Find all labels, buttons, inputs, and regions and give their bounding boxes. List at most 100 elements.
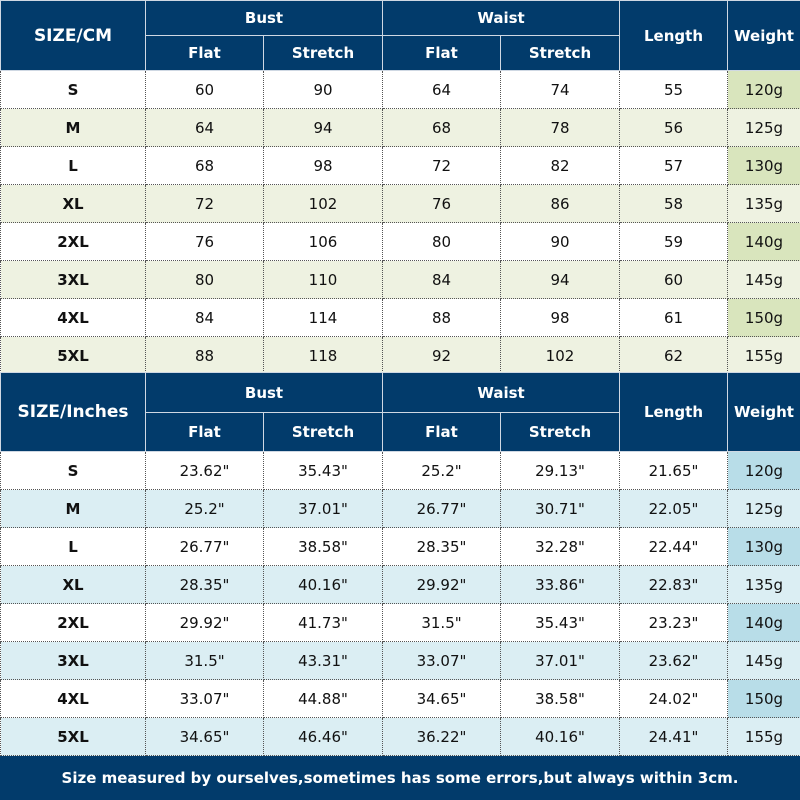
length-cell: 62 — [619, 336, 728, 375]
length-header: Length — [619, 0, 728, 71]
bust-stretch-cell: 114 — [263, 298, 383, 337]
waist-flat-cell: 28.35" — [382, 527, 501, 566]
table-row: 3XL 31.5" 43.31" 33.07" 37.01" 23.62" 145g — [0, 641, 800, 680]
waist-stretch-cell: 33.86" — [500, 565, 620, 604]
size-cell: L — [0, 527, 146, 566]
bust-flat-cell: 72 — [145, 184, 264, 223]
size-cell: L — [0, 146, 146, 185]
length-cell: 58 — [619, 184, 728, 223]
length-cell: 56 — [619, 108, 728, 147]
length-cell: 22.05" — [619, 489, 728, 528]
waist-flat-cell: 26.77" — [382, 489, 501, 528]
table-row: 2XL 29.92" 41.73" 31.5" 35.43" 23.23" 140g — [0, 603, 800, 642]
bust-stretch-cell: 118 — [263, 336, 383, 375]
weight-header: Weight — [727, 372, 800, 452]
size-cell: 3XL — [0, 260, 146, 299]
weight-cell: 145g — [727, 641, 800, 680]
waist-flat-header: Flat — [382, 35, 501, 71]
waist-stretch-cell: 102 — [500, 336, 620, 375]
waist-flat-cell: 68 — [382, 108, 501, 147]
bust-flat-cell: 31.5" — [145, 641, 264, 680]
waist-flat-cell: 34.65" — [382, 679, 501, 718]
waist-stretch-cell: 78 — [500, 108, 620, 147]
bust-stretch-cell: 94 — [263, 108, 383, 147]
bust-flat-cell: 28.35" — [145, 565, 264, 604]
waist-stretch-cell: 94 — [500, 260, 620, 299]
bust-flat-cell: 25.2" — [145, 489, 264, 528]
bust-stretch-cell: 41.73" — [263, 603, 383, 642]
bust-flat-cell: 88 — [145, 336, 264, 375]
bust-flat-cell: 84 — [145, 298, 264, 337]
waist-flat-cell: 25.2" — [382, 451, 501, 490]
length-cell: 23.23" — [619, 603, 728, 642]
table-row: L 68 98 72 82 57 130g — [0, 146, 800, 185]
bust-flat-cell: 64 — [145, 108, 264, 147]
waist-header: Waist — [382, 372, 620, 413]
waist-stretch-cell: 90 — [500, 222, 620, 261]
table-row: S 23.62" 35.43" 25.2" 29.13" 21.65" 120g — [0, 451, 800, 490]
weight-cell: 120g — [727, 70, 800, 109]
size-cell: 5XL — [0, 717, 146, 756]
size-cell: XL — [0, 565, 146, 604]
bust-flat-cell: 26.77" — [145, 527, 264, 566]
length-cell: 59 — [619, 222, 728, 261]
waist-stretch-header: Stretch — [500, 412, 620, 452]
size-header: SIZE/CM — [0, 0, 146, 71]
weight-cell: 145g — [727, 260, 800, 299]
bust-stretch-cell: 38.58" — [263, 527, 383, 566]
waist-stretch-cell: 86 — [500, 184, 620, 223]
bust-stretch-cell: 44.88" — [263, 679, 383, 718]
waist-stretch-cell: 40.16" — [500, 717, 620, 756]
bust-stretch-cell: 110 — [263, 260, 383, 299]
table-row: 3XL 80 110 84 94 60 145g — [0, 260, 800, 299]
weight-cell: 150g — [727, 679, 800, 718]
waist-flat-cell: 76 — [382, 184, 501, 223]
waist-stretch-cell: 74 — [500, 70, 620, 109]
length-cell: 61 — [619, 298, 728, 337]
bust-flat-cell: 34.65" — [145, 717, 264, 756]
table-row: XL 72 102 76 86 58 135g — [0, 184, 800, 223]
weight-cell: 130g — [727, 527, 800, 566]
table-row: S 60 90 64 74 55 120g — [0, 70, 800, 109]
bust-stretch-cell: 102 — [263, 184, 383, 223]
waist-flat-cell: 84 — [382, 260, 501, 299]
footer-note: Size measured by ourselves,sometimes has… — [0, 756, 800, 800]
bust-flat-header: Flat — [145, 412, 264, 452]
waist-stretch-cell: 98 — [500, 298, 620, 337]
length-cell: 23.62" — [619, 641, 728, 680]
length-cell: 22.44" — [619, 527, 728, 566]
bust-stretch-cell: 90 — [263, 70, 383, 109]
waist-stretch-cell: 30.71" — [500, 489, 620, 528]
bust-stretch-cell: 37.01" — [263, 489, 383, 528]
weight-cell: 150g — [727, 298, 800, 337]
bust-flat-cell: 60 — [145, 70, 264, 109]
waist-flat-cell: 64 — [382, 70, 501, 109]
bust-flat-cell: 68 — [145, 146, 264, 185]
size-cell: S — [0, 70, 146, 109]
bust-flat-cell: 23.62" — [145, 451, 264, 490]
waist-stretch-cell: 35.43" — [500, 603, 620, 642]
table-row: 4XL 33.07" 44.88" 34.65" 38.58" 24.02" 150g — [0, 679, 800, 718]
size-cell: 4XL — [0, 298, 146, 337]
waist-stretch-cell: 29.13" — [500, 451, 620, 490]
size-cell: 5XL — [0, 336, 146, 375]
size-cell: 2XL — [0, 603, 146, 642]
waist-flat-cell: 88 — [382, 298, 501, 337]
weight-cell: 125g — [727, 489, 800, 528]
size-cell: M — [0, 489, 146, 528]
table-row: 5XL 34.65" 46.46" 36.22" 40.16" 24.41" 155g — [0, 717, 800, 756]
weight-cell: 155g — [727, 336, 800, 375]
bust-header: Bust — [145, 0, 383, 36]
bust-stretch-cell: 35.43" — [263, 451, 383, 490]
length-cell: 24.41" — [619, 717, 728, 756]
table-row: XL 28.35" 40.16" 29.92" 33.86" 22.83" 135g — [0, 565, 800, 604]
bust-flat-header: Flat — [145, 35, 264, 71]
waist-flat-cell: 36.22" — [382, 717, 501, 756]
bust-stretch-cell: 98 — [263, 146, 383, 185]
table-row: 5XL 88 118 92 102 62 155g — [0, 336, 800, 375]
weight-cell: 130g — [727, 146, 800, 185]
length-cell: 22.83" — [619, 565, 728, 604]
length-header: Length — [619, 372, 728, 452]
table-row: 2XL 76 106 80 90 59 140g — [0, 222, 800, 261]
size-table-cm: SIZE/CM Bust Waist Length Weight Flat St… — [0, 0, 800, 375]
